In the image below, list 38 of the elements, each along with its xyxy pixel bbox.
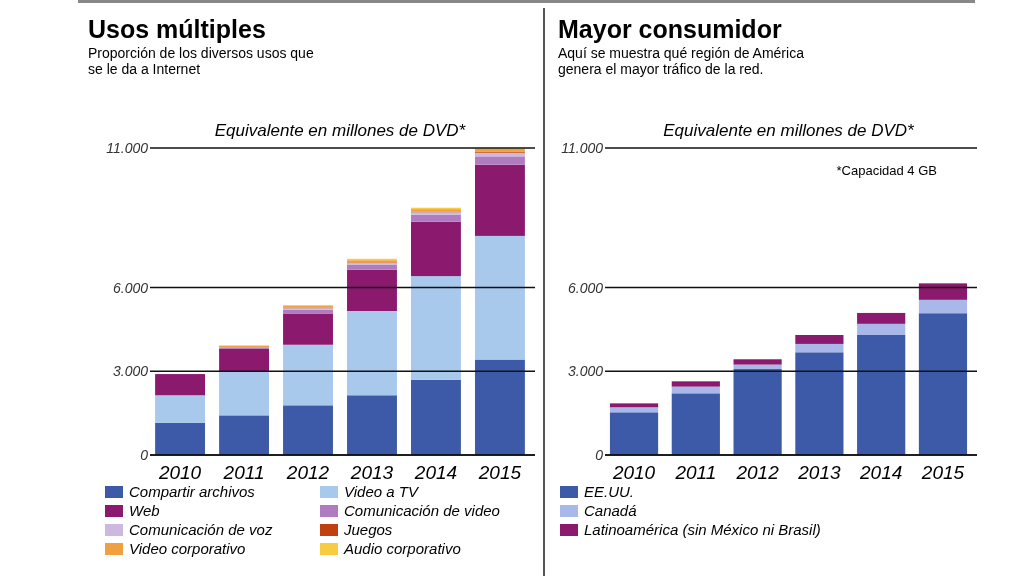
chart-title: Usos múltiples	[88, 15, 266, 43]
legend-label: Web	[129, 502, 160, 519]
x-tick-label: 2015	[920, 462, 965, 483]
legend-label: Canadá	[584, 502, 637, 519]
y-tick-label: 3.000	[567, 363, 604, 380]
y-tick-label: 0	[595, 447, 604, 463]
x-tick-label: 2011	[674, 462, 717, 483]
y-tick-label: 11.000	[561, 140, 604, 156]
y-axis-title: Equivalente en millones de DVD*	[663, 121, 916, 140]
y-tick-label: 0	[140, 447, 149, 463]
chart-subtitle: Aquí se muestra qué región de América genera el mayor tráfico de la red.	[558, 45, 805, 77]
annotation: *Capacidad 4 GB	[836, 163, 937, 178]
legend-label: Audio corporativo	[343, 540, 461, 557]
legend-label: Comunicación de video	[344, 502, 500, 519]
legend-label: EE.UU.	[584, 483, 635, 500]
legend-label: Comunicación de voz	[129, 521, 273, 538]
x-tick-label: 2010	[611, 462, 656, 483]
x-tick-label: 2015	[477, 462, 522, 483]
legend-label: Video a TV	[344, 483, 420, 500]
x-tick-label: 2013	[797, 462, 841, 483]
y-tick-label: 3.000	[112, 363, 149, 380]
x-tick-label: 2011	[222, 462, 265, 483]
legend-label: Compartir archivos	[129, 483, 256, 500]
x-tick-label: 2014	[859, 462, 903, 483]
chart-subtitle: Proporción de los diversos usos que se le da a Internet	[88, 45, 314, 77]
x-tick-label: 2014	[413, 462, 458, 483]
x-tick-label: 2010	[157, 462, 202, 483]
chart-title: Mayor consumidor	[558, 15, 782, 43]
legend-label: Latinoamérica (sin México ni Brasil)	[584, 521, 821, 538]
y-tick-label: 6.000	[112, 279, 149, 296]
y-axis-title: Equivalente en millones de DVD*	[214, 121, 467, 140]
legend-label: Juegos	[343, 521, 393, 538]
x-tick-label: 2012	[285, 462, 330, 483]
legend-label: Video corporativo	[129, 540, 246, 557]
y-tick-label: 6.000	[567, 279, 604, 296]
y-tick-label: 11.000	[106, 140, 149, 156]
x-tick-label: 2012	[735, 462, 780, 483]
x-tick-label: 2013	[349, 462, 394, 483]
